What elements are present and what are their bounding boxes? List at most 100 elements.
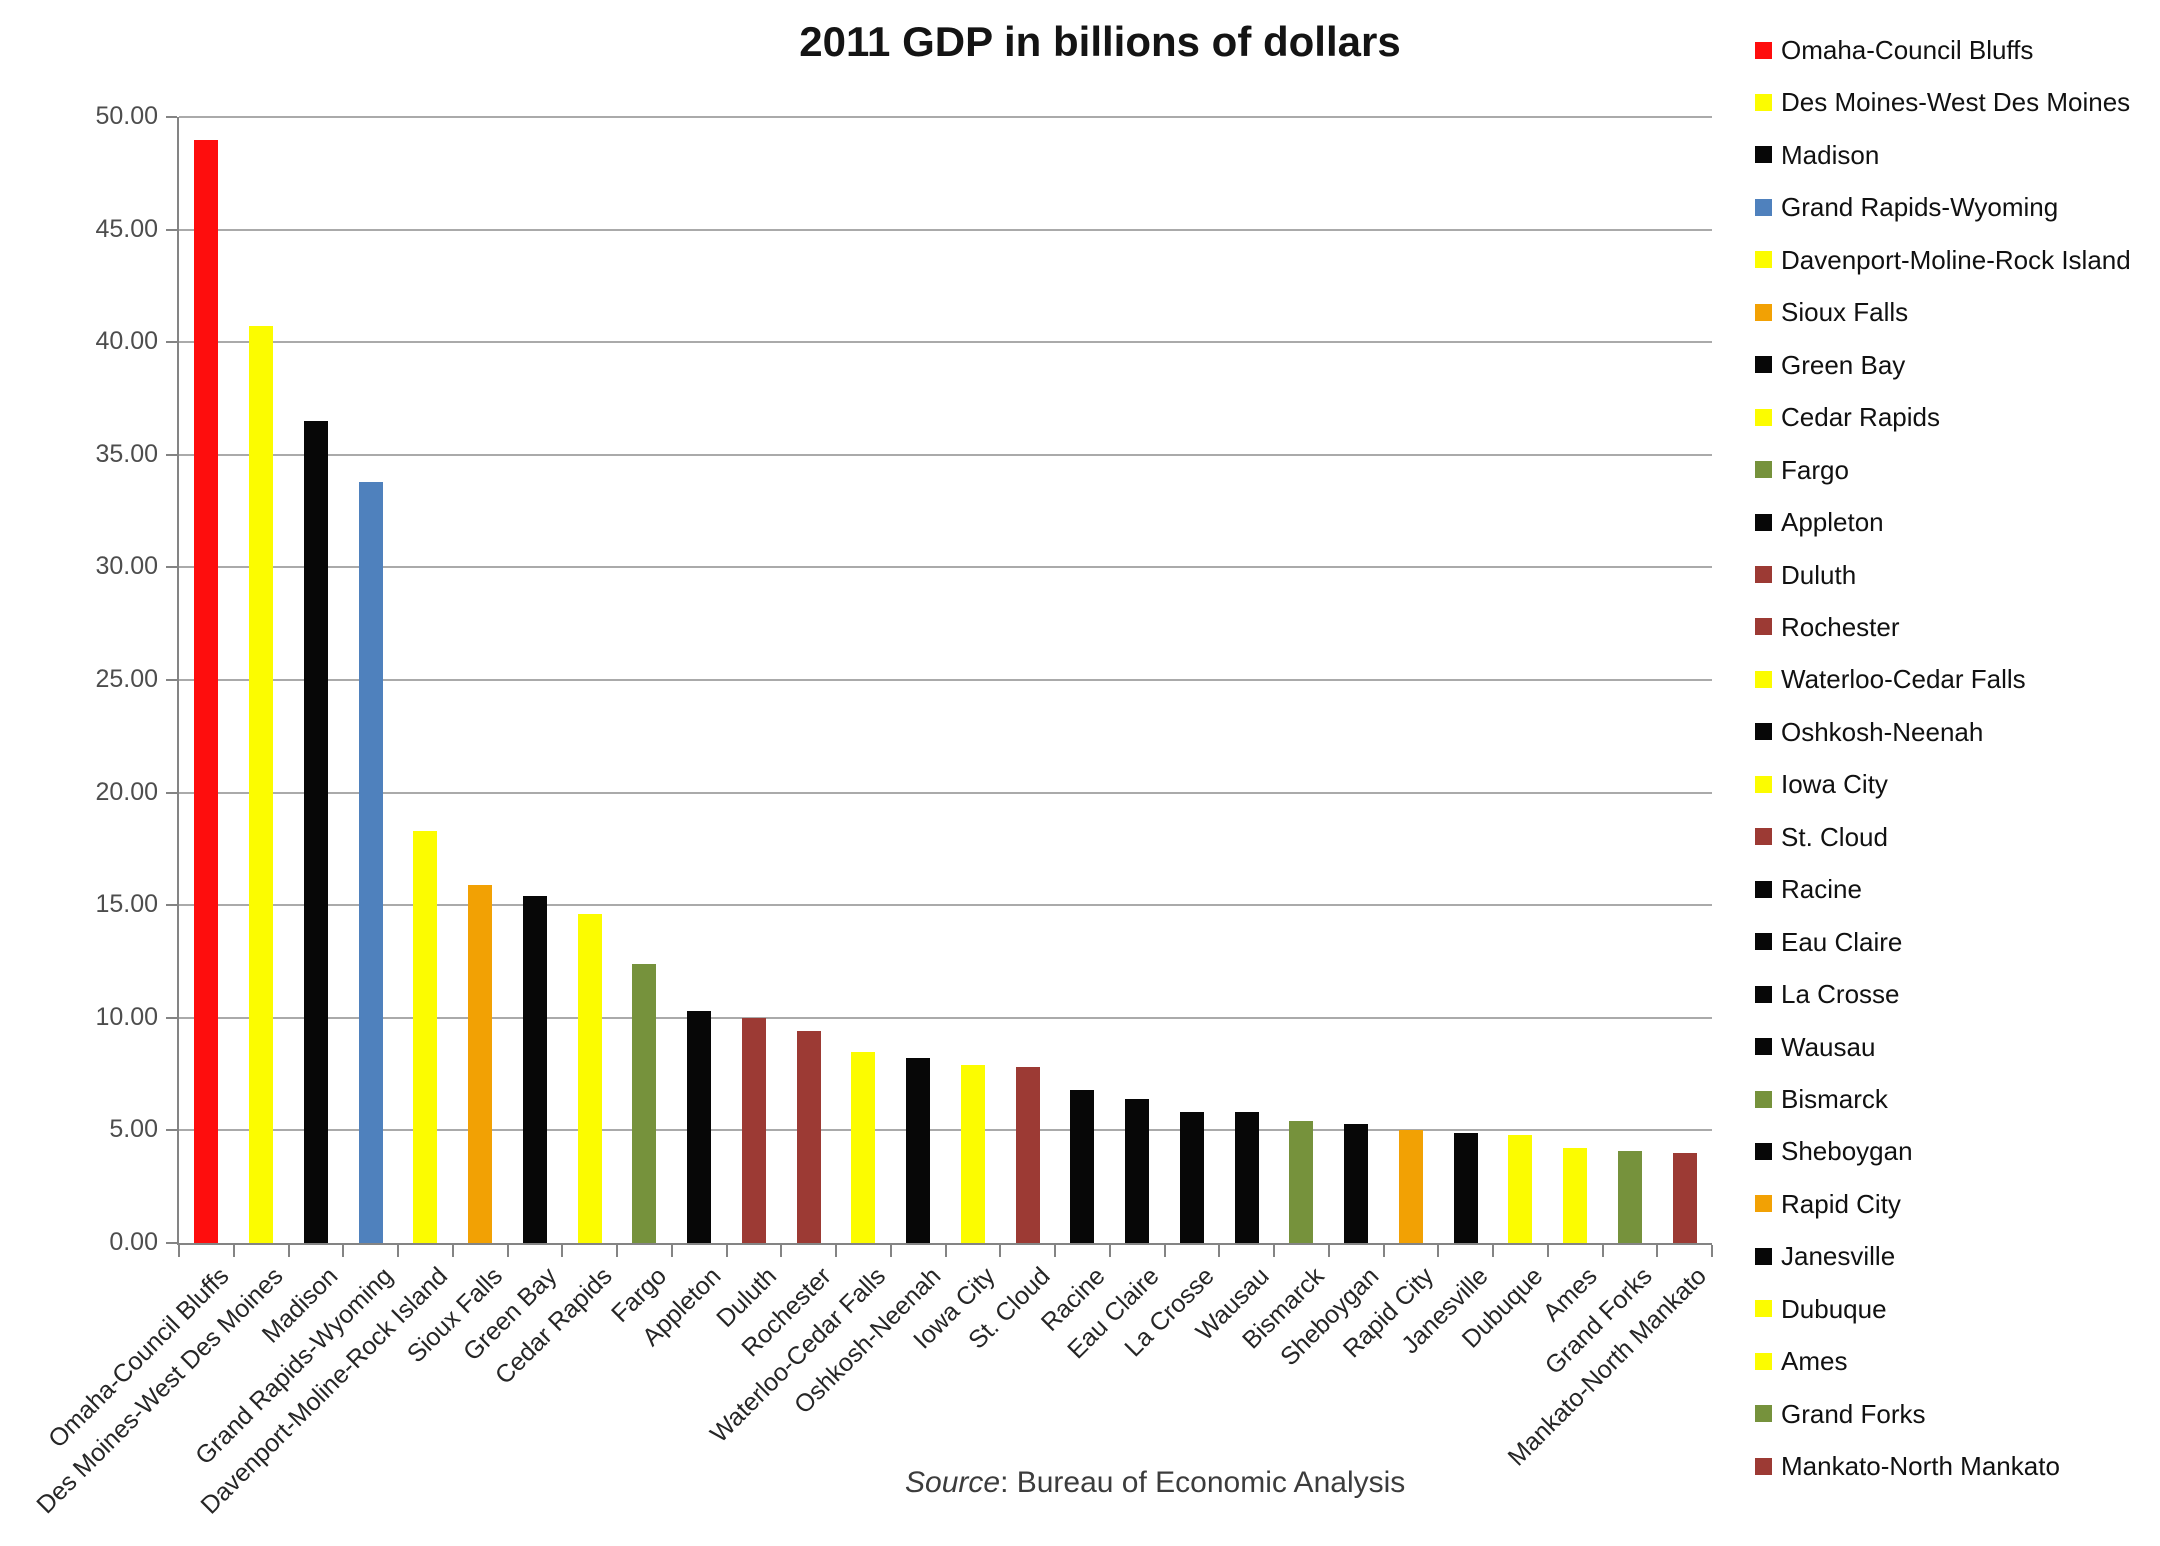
legend-swatch-oshkosh-neenah: [1755, 723, 1772, 741]
x-tick-15: [999, 1245, 1002, 1257]
x-tick-27: [1656, 1245, 1659, 1257]
bar-sheboygan: [1344, 1123, 1369, 1243]
source-note: Source: Bureau of Economic Analysis: [905, 1466, 1405, 1500]
legend-label-duluth: Duluth: [1781, 559, 1857, 590]
bar-rapid-city: [1398, 1130, 1423, 1243]
x-tick-25: [1546, 1245, 1549, 1257]
gridline-20: [179, 791, 1712, 794]
legend-item-cedar-rapids: Cedar Rapids: [1755, 403, 1940, 431]
legend-label-ames: Ames: [1781, 1346, 1848, 1377]
legend-label-bismarck: Bismarck: [1781, 1084, 1888, 1114]
legend-label-janesville: Janesville: [1781, 1241, 1896, 1272]
legend-swatch-iowa-city: [1755, 775, 1772, 793]
gridline-30: [179, 566, 1712, 569]
y-label-45: 45.00: [95, 214, 158, 243]
legend-item-duluth: Duluth: [1755, 561, 1856, 589]
legend-item-bismarck: Bismarck: [1755, 1085, 1888, 1113]
x-tick-20: [1273, 1245, 1275, 1257]
x-tick-1: [232, 1245, 235, 1257]
legend-label-rochester: Rochester: [1781, 611, 1900, 642]
legend-item-mankato-north-mankato: Mankato-North Mankato: [1755, 1452, 2060, 1480]
legend-swatch-sioux-falls: [1755, 303, 1772, 321]
legend-item-oshkosh-neenah: Oshkosh-Neenah: [1755, 718, 1983, 746]
bar-wausau: [1234, 1112, 1259, 1243]
x-tick-18: [1163, 1245, 1166, 1257]
legend-swatch-des-moines-west-des-moines: [1755, 93, 1772, 111]
legend-item-des-moines-west-des-moines: Des Moines-West Des Moines: [1755, 88, 2130, 116]
gridline-35: [179, 453, 1712, 456]
bar-grand-forks: [1617, 1150, 1642, 1243]
legend-swatch-davenport-moline-rock-island: [1755, 251, 1772, 269]
source-prefix: Source: [905, 1466, 1001, 1499]
legend-label-iowa-city: Iowa City: [1781, 769, 1888, 800]
x-tick-17: [1108, 1245, 1111, 1257]
legend-item-la-crosse: La Crosse: [1755, 980, 1900, 1008]
y-label-50: 50.00: [95, 102, 158, 130]
legend-label-oshkosh-neenah: Oshkosh-Neenah: [1781, 716, 1984, 747]
legend-label-appleton: Appleton: [1781, 507, 1884, 538]
bar-janesville: [1453, 1132, 1478, 1243]
legend-item-eau-claire: Eau Claire: [1755, 928, 1902, 956]
bar-fargo: [632, 963, 657, 1243]
legend-item-ames: Ames: [1755, 1347, 1847, 1375]
bar-bismarck: [1289, 1121, 1314, 1243]
legend-item-appleton: Appleton: [1755, 508, 1884, 536]
bar-iowa-city: [960, 1065, 985, 1243]
x-tick-24: [1492, 1245, 1494, 1257]
bar-waterloo-cedar-falls: [851, 1051, 876, 1243]
legend-item-grand-rapids-wyoming: Grand Rapids-Wyoming: [1755, 193, 2058, 221]
y-tick-5: [166, 1129, 177, 1132]
gridline-5: [179, 1129, 1712, 1132]
legend-item-rapid-city: Rapid City: [1755, 1190, 1901, 1218]
legend-swatch-madison: [1755, 146, 1772, 164]
bar-ames: [1563, 1148, 1588, 1243]
x-tick-23: [1437, 1245, 1440, 1257]
bar-des-moines-west-des-moines: [249, 326, 274, 1243]
legend-label-waterloo-cedar-falls: Waterloo-Cedar Falls: [1781, 664, 2026, 695]
legend-item-dubuque: Dubuque: [1755, 1295, 1887, 1323]
legend-item-janesville: Janesville: [1755, 1242, 1895, 1270]
bar-madison: [303, 421, 328, 1243]
legend-swatch-rapid-city: [1755, 1195, 1772, 1213]
x-tick-12: [835, 1245, 837, 1257]
legend-swatch-janesville: [1755, 1247, 1772, 1265]
y-label-25: 25.00: [95, 665, 158, 693]
y-tick-0: [166, 1242, 177, 1244]
y-label-5: 5.00: [109, 1115, 158, 1144]
x-tick-0: [178, 1245, 180, 1257]
x-tick-4: [397, 1245, 399, 1257]
gridline-45: [179, 228, 1712, 231]
legend-swatch-duluth: [1755, 566, 1772, 583]
legend-swatch-bismarck: [1755, 1090, 1772, 1108]
bar-grand-rapids-wyoming: [358, 481, 383, 1243]
legend-item-st-cloud: St. Cloud: [1755, 823, 1888, 851]
legend-swatch-wausau: [1755, 1038, 1772, 1056]
legend-item-sheboygan: Sheboygan: [1755, 1137, 1913, 1165]
legend-label-racine: Racine: [1781, 874, 1862, 905]
legend-item-iowa-city: Iowa City: [1755, 770, 1888, 798]
bar-cedar-rapids: [577, 914, 602, 1243]
legend-label-omaha-council-bluffs: Omaha-Council Bluffs: [1781, 35, 2034, 65]
x-tick-7: [561, 1245, 564, 1257]
legend-label-rapid-city: Rapid City: [1781, 1188, 1901, 1219]
legend-swatch-omaha-council-bluffs: [1755, 41, 1772, 59]
legend-label-eau-claire: Eau Claire: [1781, 926, 1903, 957]
legend-label-grand-rapids-wyoming: Grand Rapids-Wyoming: [1781, 192, 2059, 223]
legend-item-omaha-council-bluffs: Omaha-Council Bluffs: [1755, 36, 2033, 64]
y-label-30: 30.00: [95, 552, 158, 581]
gridline-40: [179, 341, 1712, 344]
y-tick-45: [166, 228, 177, 231]
bar-racine: [1070, 1089, 1095, 1243]
legend-label-grand-forks: Grand Forks: [1781, 1398, 1926, 1429]
x-tick-2: [287, 1245, 290, 1257]
legend-label-mankato-north-mankato: Mankato-North Mankato: [1781, 1451, 2060, 1482]
legend-swatch-sheboygan: [1755, 1142, 1772, 1160]
x-tick-21: [1327, 1245, 1330, 1257]
legend-item-sioux-falls: Sioux Falls: [1755, 298, 1908, 326]
legend-item-madison: Madison: [1755, 141, 1879, 169]
y-label-40: 40.00: [95, 327, 158, 356]
legend-item-racine: Racine: [1755, 875, 1862, 903]
legend-swatch-ames: [1755, 1352, 1772, 1370]
x-tick-28: [1711, 1245, 1713, 1257]
bar-green-bay: [522, 896, 547, 1243]
